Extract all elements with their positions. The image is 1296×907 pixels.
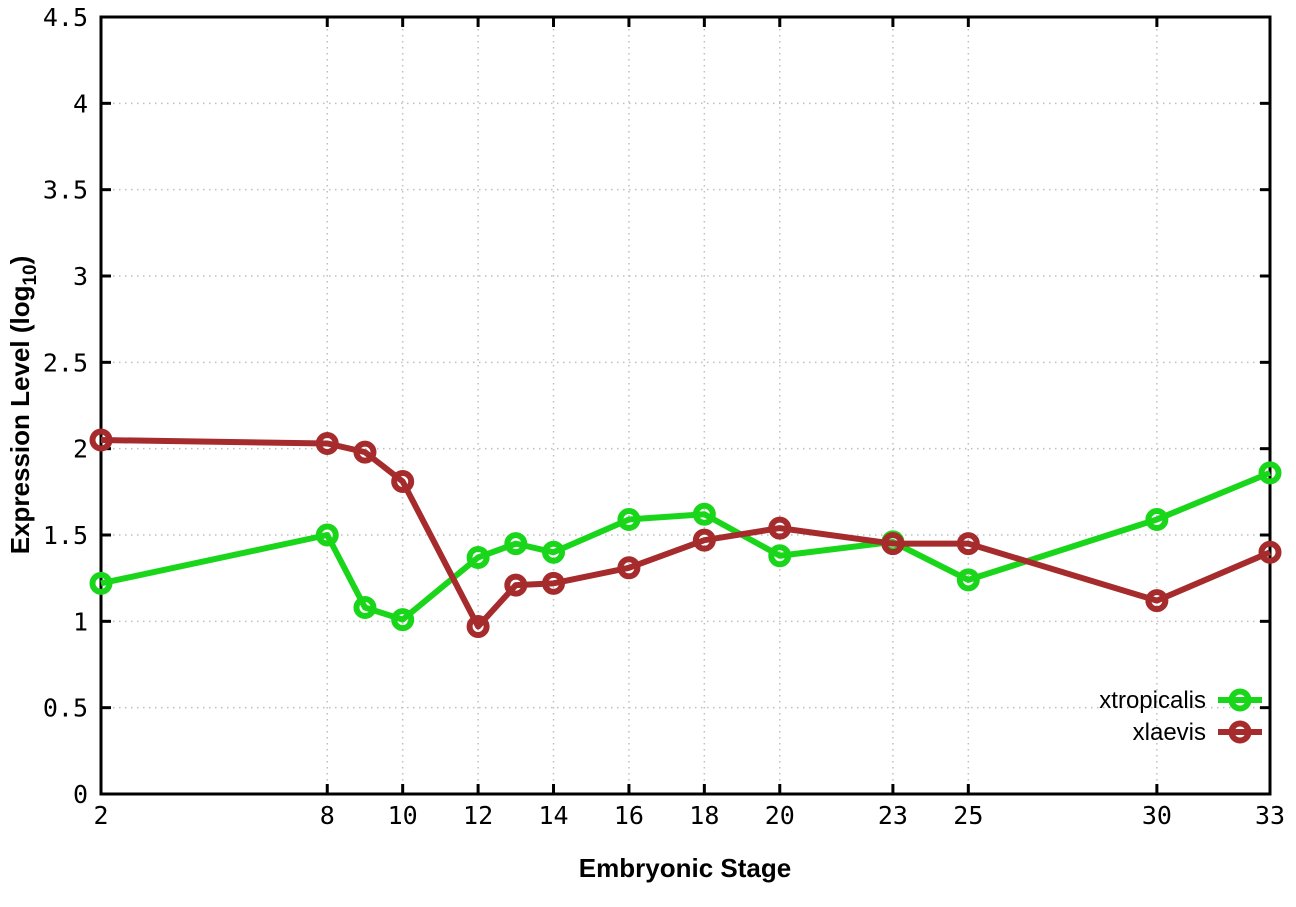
- series-xlaevis: [89, 428, 1282, 639]
- y-tick-label-0.5: 0.5: [43, 694, 88, 723]
- plot-border: [99, 15, 1272, 796]
- marker-xlaevis-8: [315, 431, 339, 455]
- marker-xlaevis-30: [1145, 589, 1169, 613]
- y-axis-title: Expression Level (log10): [5, 256, 41, 555]
- y-tick-label-2: 2: [73, 435, 88, 464]
- marker-xlaevis-33: [1258, 540, 1282, 564]
- y-tick-label-0: 0: [73, 780, 88, 809]
- x-tick-label-23: 23: [878, 801, 908, 830]
- marker-xlaevis-20: [768, 516, 792, 540]
- y-tick-label-3.5: 3.5: [43, 176, 88, 205]
- x-tick-label-16: 16: [614, 801, 644, 830]
- marker-xlaevis-25: [956, 532, 980, 556]
- legend-item-xtropicalis: xtropicalis: [1099, 687, 1262, 714]
- x-tick-label-18: 18: [689, 801, 719, 830]
- marker-xtropicalis-13: [504, 532, 528, 556]
- marker-xlaevis-9: [353, 440, 377, 464]
- marker-xtropicalis-14: [542, 540, 566, 564]
- marker-xtropicalis-16: [617, 507, 641, 531]
- marker-xtropicalis-30: [1145, 507, 1169, 531]
- marker-xlaevis-18: [692, 528, 716, 552]
- x-tick-label-12: 12: [463, 801, 493, 830]
- marker-xtropicalis-10: [391, 608, 415, 632]
- marker-xtropicalis-8: [315, 523, 339, 547]
- axis-ticks: [99, 15, 1272, 796]
- legend-marker-xtropicalis: [1228, 688, 1252, 712]
- y-tick-label-4.5: 4.5: [43, 3, 88, 32]
- tick-labels: 2 8 10 12 14 16 18 20 23 25 30 33 0 0.5 1 1.5 2 2.5 3 3.5 4 4…: [43, 3, 1285, 830]
- line-xlaevis: [100, 437, 1272, 630]
- marker-xlaevis-12: [466, 615, 490, 639]
- legend-item-xlaevis: xlaevis: [1133, 719, 1262, 746]
- marker-xlaevis-23: [881, 532, 905, 556]
- series-xtropicalis: [89, 461, 1282, 632]
- marker-xtropicalis-33: [1258, 461, 1282, 485]
- border-box: [99, 15, 1272, 796]
- marker-xlaevis-14: [542, 571, 566, 595]
- marker-xtropicalis-9: [353, 596, 377, 620]
- marker-xlaevis-2: [89, 428, 113, 452]
- legend-marker-xlaevis: [1228, 720, 1252, 744]
- x-tick-label-10: 10: [388, 801, 418, 830]
- x-axis-title: Embryonic Stage: [579, 853, 791, 883]
- y-tick-label-2.5: 2.5: [43, 348, 88, 377]
- marker-xlaevis-13: [504, 573, 528, 597]
- y-tick-label-1.5: 1.5: [43, 521, 88, 550]
- marker-xlaevis-16: [617, 556, 641, 580]
- marker-xlaevis-10: [391, 469, 415, 493]
- x-tick-label-30: 30: [1142, 801, 1172, 830]
- marker-xtropicalis-12: [466, 545, 490, 569]
- x-tick-label-33: 33: [1255, 801, 1285, 830]
- marker-xtropicalis-18: [692, 502, 716, 526]
- x-tick-label-25: 25: [953, 801, 983, 830]
- x-tick-label-8: 8: [320, 801, 335, 830]
- marker-xtropicalis-2: [89, 571, 113, 595]
- y-tick-label-3: 3: [73, 262, 88, 291]
- legend-label-xtropicalis: xtropicalis: [1099, 687, 1206, 714]
- x-tick-label-20: 20: [765, 801, 795, 830]
- y-tick-label-1: 1: [73, 607, 88, 636]
- legend: xtropicalis xlaevis: [1099, 687, 1262, 746]
- x-tick-label-2: 2: [93, 801, 108, 830]
- marker-xtropicalis-25: [956, 568, 980, 592]
- data-series: [89, 428, 1282, 639]
- legend-label-xlaevis: xlaevis: [1133, 719, 1206, 746]
- gridlines: [101, 17, 1270, 794]
- x-tick-label-14: 14: [538, 801, 568, 830]
- y-tick-label-4: 4: [73, 89, 88, 118]
- marker-xtropicalis-20: [768, 544, 792, 568]
